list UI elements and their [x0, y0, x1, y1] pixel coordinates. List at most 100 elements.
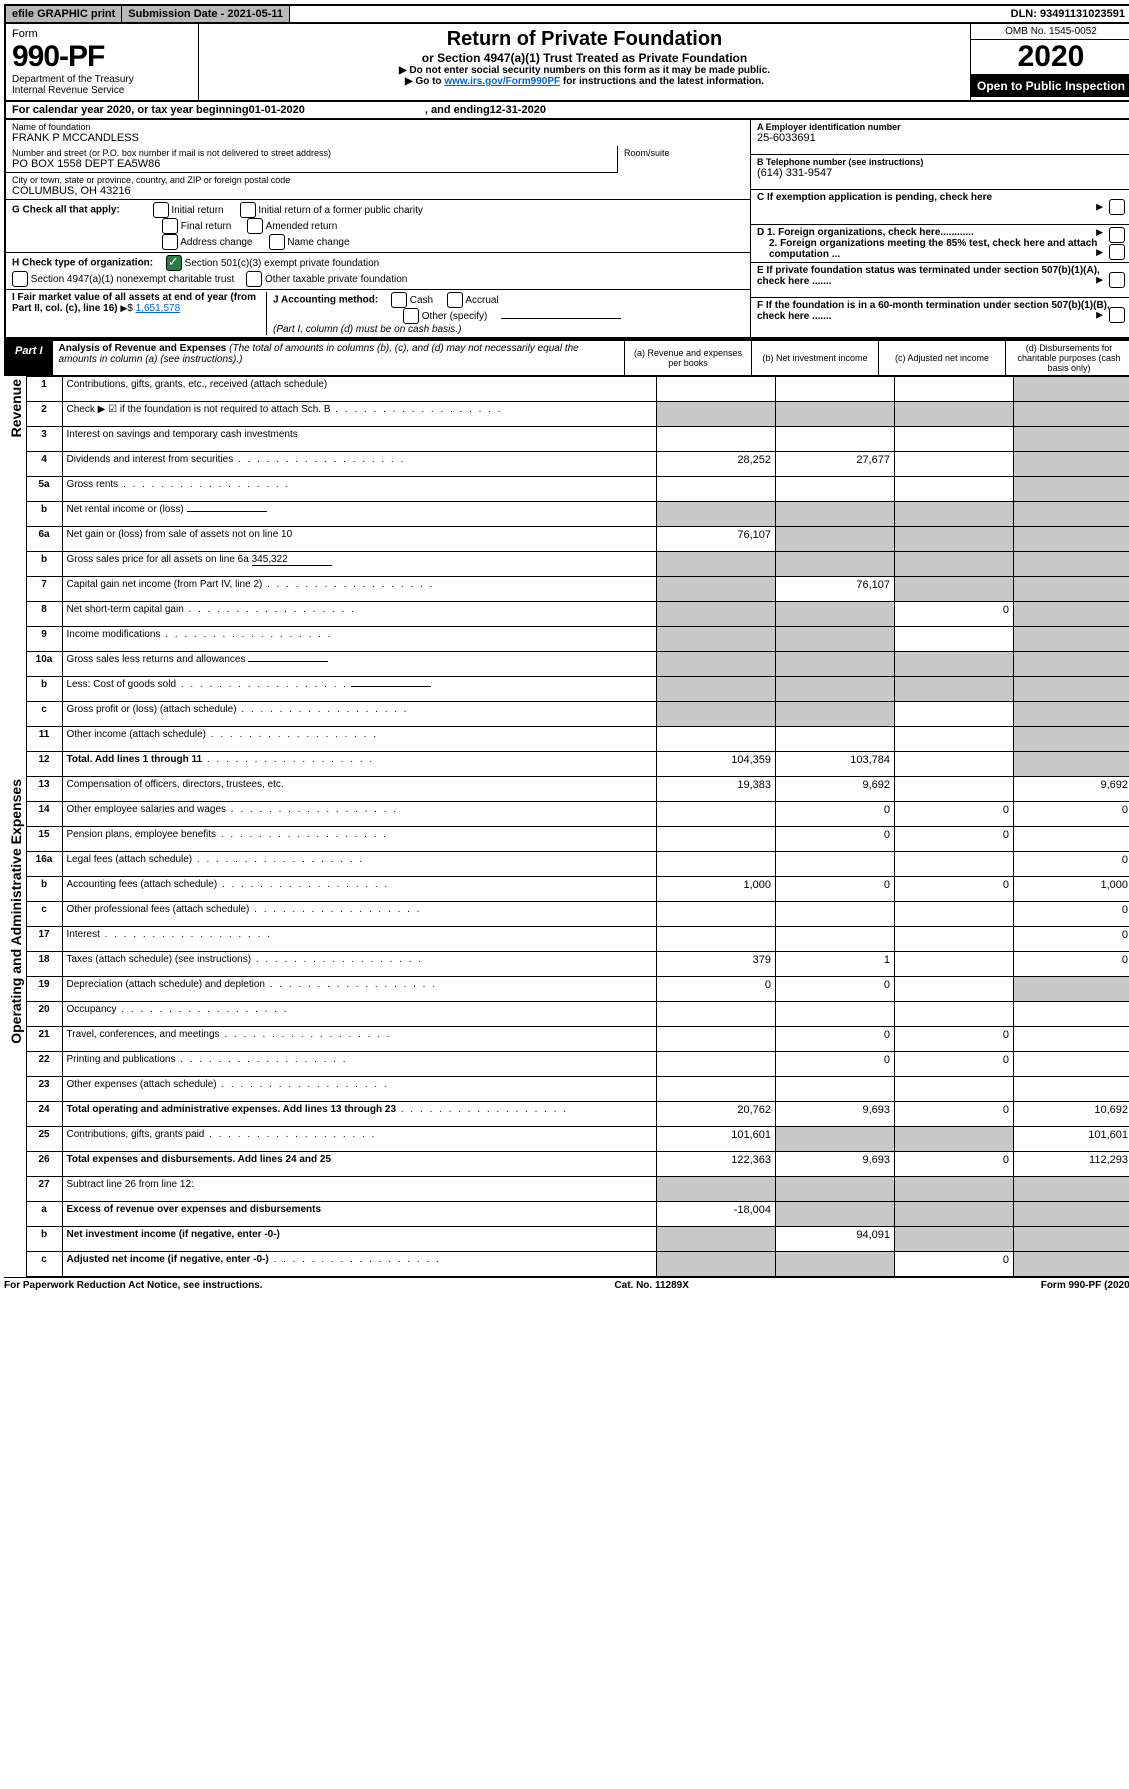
- cell-c: 0: [895, 802, 1014, 827]
- cell-b: [776, 902, 895, 927]
- table-row: Operating and Administrative Expenses13C…: [4, 777, 1129, 802]
- line-number: 23: [26, 1077, 62, 1102]
- cell-c: 0: [895, 1052, 1014, 1077]
- cell-c: [895, 427, 1014, 452]
- cell-a: [657, 1227, 776, 1252]
- table-row: bNet investment income (if negative, ent…: [4, 1227, 1129, 1252]
- line-desc: Less: Cost of goods sold: [62, 677, 657, 702]
- checkbox-g-2[interactable]: [162, 218, 178, 234]
- line-number: 25: [26, 1127, 62, 1152]
- submission-date-button[interactable]: Submission Date - 2021-05-11: [122, 6, 290, 22]
- table-row: 22Printing and publications00: [4, 1052, 1129, 1077]
- line-number: 15: [26, 827, 62, 852]
- footer-catno: Cat. No. 11289X: [614, 1280, 688, 1291]
- part1-label: Part I: [5, 341, 53, 375]
- col-b-header: (b) Net investment income: [751, 341, 878, 375]
- cell-d: 0: [1014, 952, 1129, 977]
- line-desc: Other professional fees (attach schedule…: [62, 902, 657, 927]
- efile-print-button[interactable]: efile GRAPHIC print: [6, 6, 122, 22]
- checkbox-h-0[interactable]: [166, 255, 182, 271]
- cell-a: [657, 702, 776, 727]
- line-desc: Gross rents: [62, 477, 657, 502]
- cell-b: [776, 627, 895, 652]
- address: PO BOX 1558 DEPT EA5W86: [12, 158, 611, 170]
- table-row: 11Other income (attach schedule): [4, 727, 1129, 752]
- line-desc: Adjusted net income (if negative, enter …: [62, 1252, 657, 1277]
- checkbox-g-3[interactable]: [247, 218, 263, 234]
- phone-label: B Telephone number (see instructions): [757, 157, 1125, 167]
- line-number: 20: [26, 1002, 62, 1027]
- footer-left: For Paperwork Reduction Act Notice, see …: [4, 1280, 263, 1291]
- cell-d: [1014, 477, 1129, 502]
- part1-table: Revenue1Contributions, gifts, grants, et…: [4, 376, 1129, 1277]
- section-g: G Check all that apply: Initial return I…: [6, 200, 750, 253]
- cell-c: [895, 902, 1014, 927]
- cell-b: 94,091: [776, 1227, 895, 1252]
- cell-c: [895, 1227, 1014, 1252]
- checkbox-d1[interactable]: [1109, 227, 1125, 243]
- cell-b: [776, 1127, 895, 1152]
- cell-b: [776, 652, 895, 677]
- checkbox-j-1[interactable]: [447, 292, 463, 308]
- cell-c: [895, 1177, 1014, 1202]
- cell-b: [776, 477, 895, 502]
- checkbox-g-4[interactable]: [162, 234, 178, 250]
- identification-block: Name of foundation FRANK P MCCANDLESS Nu…: [4, 120, 1129, 339]
- cell-c: [895, 477, 1014, 502]
- irs-link[interactable]: www.irs.gov/Form990PF: [444, 76, 560, 87]
- cell-c: [895, 452, 1014, 477]
- cell-d: 1,000: [1014, 877, 1129, 902]
- table-row: 7Capital gain net income (from Part IV, …: [4, 577, 1129, 602]
- table-row: 27Subtract line 26 from line 12:: [4, 1177, 1129, 1202]
- cell-d: [1014, 427, 1129, 452]
- checkbox-d2[interactable]: [1109, 244, 1125, 260]
- addr-label: Number and street (or P.O. box number if…: [12, 148, 611, 158]
- cell-a: 1,000: [657, 877, 776, 902]
- checkbox-e[interactable]: [1109, 272, 1125, 288]
- checkbox-g-5[interactable]: [269, 234, 285, 250]
- cell-b: 0: [776, 802, 895, 827]
- cell-a: [657, 802, 776, 827]
- cell-a: [657, 902, 776, 927]
- table-row: cGross profit or (loss) (attach schedule…: [4, 702, 1129, 727]
- line-desc: Income modifications: [62, 627, 657, 652]
- checkbox-c[interactable]: [1109, 199, 1125, 215]
- line-desc: Pension plans, employee benefits: [62, 827, 657, 852]
- expenses-sidelabel: Operating and Administrative Expenses: [8, 779, 24, 1044]
- table-row: 9Income modifications: [4, 627, 1129, 652]
- cell-a: [657, 577, 776, 602]
- checkbox-j-2[interactable]: [403, 308, 419, 324]
- checkbox-g-0[interactable]: [153, 202, 169, 218]
- checkbox-g-1[interactable]: [240, 202, 256, 218]
- cell-a: [657, 852, 776, 877]
- tax-year: 2020: [971, 40, 1129, 75]
- col-a-header: (a) Revenue and expenses per books: [624, 341, 751, 375]
- cell-a: 104,359: [657, 752, 776, 777]
- checkbox-j-0[interactable]: [391, 292, 407, 308]
- dln-field: DLN: 93491131023591: [1005, 6, 1129, 22]
- cell-b: [776, 377, 895, 402]
- cell-c: [895, 677, 1014, 702]
- cell-a: -18,004: [657, 1202, 776, 1227]
- checkbox-h-1[interactable]: [12, 271, 28, 287]
- cell-d: [1014, 977, 1129, 1002]
- table-row: 18Taxes (attach schedule) (see instructi…: [4, 952, 1129, 977]
- cell-a: 122,363: [657, 1152, 776, 1177]
- cell-d: [1014, 1252, 1129, 1277]
- checkbox-h-2[interactable]: [246, 271, 262, 287]
- cell-a: 20,762: [657, 1102, 776, 1127]
- cell-b: [776, 1077, 895, 1102]
- ein-label: A Employer identification number: [757, 122, 1125, 132]
- cell-a: [657, 1027, 776, 1052]
- cell-d: 9,692: [1014, 777, 1129, 802]
- foundation-name: FRANK P MCCANDLESS: [12, 132, 744, 144]
- line-number: c: [26, 1252, 62, 1277]
- subdate-label: Submission Date -: [128, 8, 227, 20]
- cell-c: [895, 952, 1014, 977]
- checkbox-f[interactable]: [1109, 307, 1125, 323]
- cell-c: [895, 377, 1014, 402]
- table-row: bNet rental income or (loss): [4, 502, 1129, 527]
- fmv-value[interactable]: 1,651,578: [136, 303, 181, 314]
- form-subtitle: or Section 4947(a)(1) Trust Treated as P…: [205, 51, 964, 65]
- line-number: b: [26, 502, 62, 527]
